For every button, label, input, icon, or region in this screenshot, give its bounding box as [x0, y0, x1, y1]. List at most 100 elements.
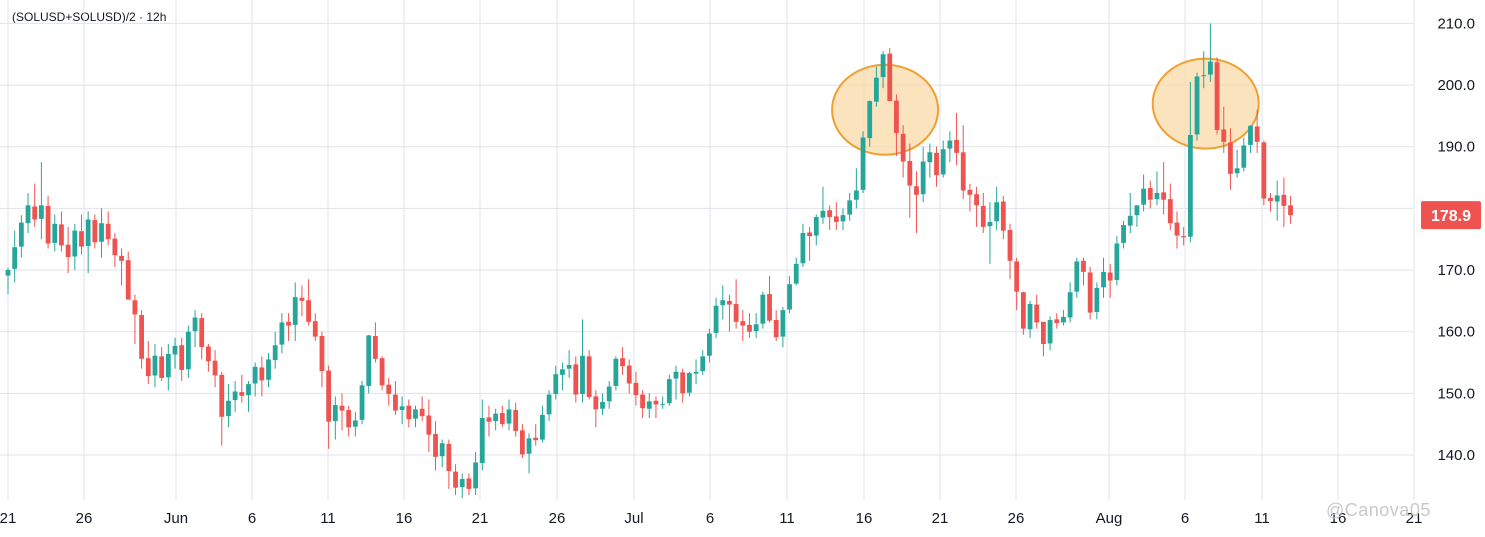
- candle: [1114, 236, 1120, 286]
- candle: [479, 399, 485, 471]
- candle-body: [934, 152, 939, 176]
- candle: [226, 384, 231, 428]
- candle: [352, 411, 358, 437]
- candle-body: [1181, 236, 1187, 238]
- candle: [1221, 106, 1227, 153]
- candle: [1074, 257, 1080, 298]
- candle-body: [800, 233, 806, 264]
- candle-body: [499, 413, 505, 425]
- candle: [453, 464, 458, 496]
- candle: [493, 408, 499, 431]
- candle-body: [753, 324, 759, 332]
- candle: [1261, 140, 1267, 206]
- candle-body: [1007, 229, 1013, 261]
- candle-body: [673, 371, 679, 379]
- candle-body: [266, 359, 271, 380]
- candle-body: [947, 140, 953, 149]
- candle-body: [112, 238, 118, 256]
- candle-body: [25, 205, 31, 224]
- candle: [172, 337, 178, 369]
- candle-body: [1107, 272, 1113, 281]
- candle-body: [833, 216, 839, 222]
- candle-body: [880, 54, 886, 78]
- candle: [119, 248, 124, 286]
- candle-body: [840, 215, 846, 222]
- candle-body: [286, 321, 291, 326]
- candle-body: [740, 321, 746, 326]
- price-tick-label: 200.0: [1437, 77, 1475, 94]
- candle: [1061, 310, 1066, 326]
- date-tick-label: 16: [856, 510, 873, 527]
- candle: [373, 322, 378, 363]
- candle-body: [479, 418, 485, 464]
- candle: [907, 143, 913, 218]
- candle: [874, 66, 879, 107]
- candle: [466, 473, 472, 496]
- candle: [379, 356, 385, 391]
- candle-body: [366, 335, 372, 386]
- candle: [1181, 226, 1187, 246]
- candle-body: [466, 478, 472, 489]
- candle-body: [666, 379, 672, 404]
- candle-body: [920, 161, 926, 195]
- candle-body: [439, 443, 445, 457]
- candle: [693, 359, 699, 385]
- candle-body: [32, 206, 38, 220]
- candle-body: [473, 462, 478, 489]
- candle-body: [1127, 215, 1133, 226]
- candle: [39, 162, 44, 240]
- candle-body: [600, 401, 605, 409]
- candle: [1161, 162, 1167, 215]
- candle-body: [686, 372, 692, 393]
- candle-body: [259, 367, 265, 381]
- candle-body: [747, 324, 752, 332]
- candle-body: [246, 384, 251, 396]
- candle: [1174, 211, 1180, 249]
- candle-body: [459, 479, 465, 488]
- candle: [833, 202, 839, 230]
- candle-body: [787, 284, 792, 310]
- candle: [606, 381, 612, 409]
- candle-body: [446, 443, 452, 472]
- candle-body: [119, 255, 124, 261]
- candle: [1034, 294, 1040, 329]
- candle: [1281, 177, 1287, 227]
- last-price-badge: [1421, 201, 1481, 230]
- candle: [92, 214, 98, 249]
- candle-body: [1248, 125, 1253, 145]
- candle-body: [159, 356, 165, 378]
- candle: [12, 230, 18, 283]
- candle: [900, 125, 906, 178]
- candle-body: [767, 294, 772, 321]
- candle: [252, 362, 258, 397]
- candle: [867, 100, 873, 147]
- candle-body: [1121, 225, 1126, 243]
- candle: [232, 381, 238, 412]
- candle: [626, 359, 632, 394]
- candle: [286, 313, 291, 341]
- candle: [707, 328, 712, 363]
- candles: [5, 23, 1293, 499]
- candle: [1254, 109, 1260, 153]
- candle-body: [65, 244, 71, 258]
- candle-body: [1174, 222, 1180, 236]
- candle-body: [18, 222, 24, 247]
- candle: [185, 325, 191, 378]
- candle-body: [660, 403, 666, 405]
- candle-body: [1114, 243, 1120, 280]
- candle-body: [219, 374, 225, 417]
- candle-body: [927, 152, 933, 163]
- candle-body: [760, 294, 766, 324]
- date-tick-label: 26: [76, 510, 93, 527]
- candle-body: [987, 221, 993, 227]
- candle: [680, 368, 686, 403]
- candle-body: [974, 194, 979, 206]
- price-tick-label: 170.0: [1437, 262, 1475, 279]
- candle-body: [1228, 142, 1233, 174]
- candle-body: [1154, 192, 1160, 200]
- candle-body: [279, 322, 285, 345]
- candle: [1067, 282, 1073, 323]
- candle-body: [252, 366, 258, 384]
- peak-highlight-ellipse: [831, 63, 940, 156]
